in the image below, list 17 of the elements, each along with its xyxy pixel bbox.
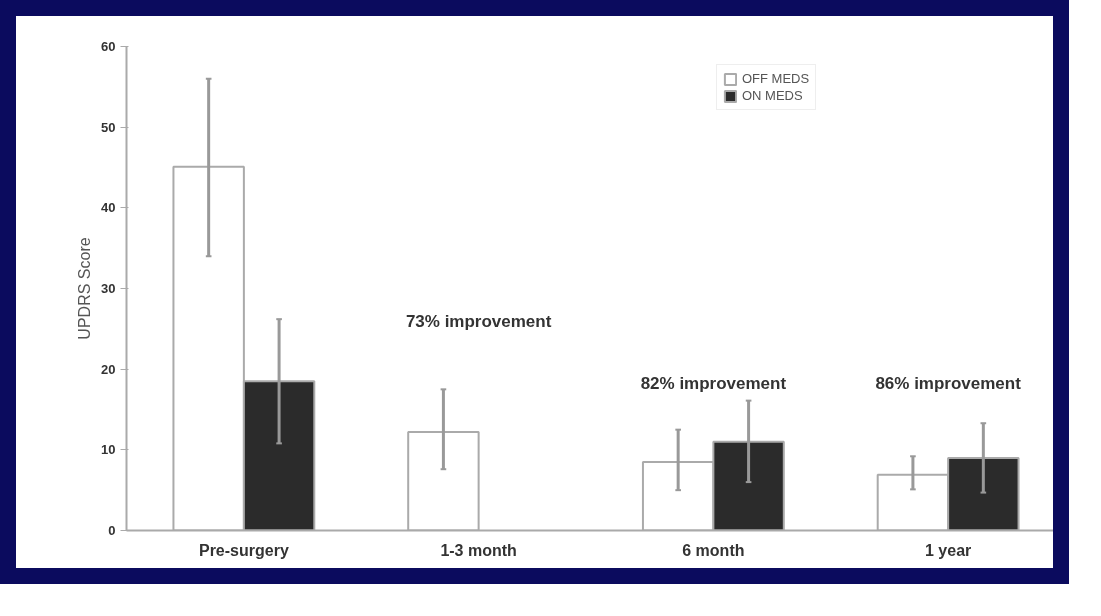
y-tick-label: 0 bbox=[108, 523, 116, 538]
x-tick-label: 6 month bbox=[682, 541, 745, 559]
annotation: 86% improvement bbox=[875, 373, 1022, 393]
x-tick-label: 1-3 month bbox=[440, 541, 517, 559]
annotation: 73% improvement bbox=[405, 311, 552, 331]
y-axis-title: UPDRS Score bbox=[76, 237, 94, 340]
legend-label: ON MEDS bbox=[742, 88, 803, 103]
y-tick-label: 30 bbox=[101, 281, 116, 296]
y-tick-label: 60 bbox=[101, 39, 116, 54]
legend-label: OFF MEDS bbox=[742, 71, 810, 86]
y-tick-label: 40 bbox=[101, 200, 116, 216]
y-tick-label: 10 bbox=[101, 442, 116, 458]
y-tick-label: 50 bbox=[101, 119, 116, 135]
annotation: 82% improvement bbox=[640, 373, 787, 393]
y-tick-label: 20 bbox=[101, 361, 116, 377]
x-tick-label: 1 year bbox=[924, 541, 972, 559]
x-tick-label: Pre-surgery bbox=[198, 541, 289, 559]
